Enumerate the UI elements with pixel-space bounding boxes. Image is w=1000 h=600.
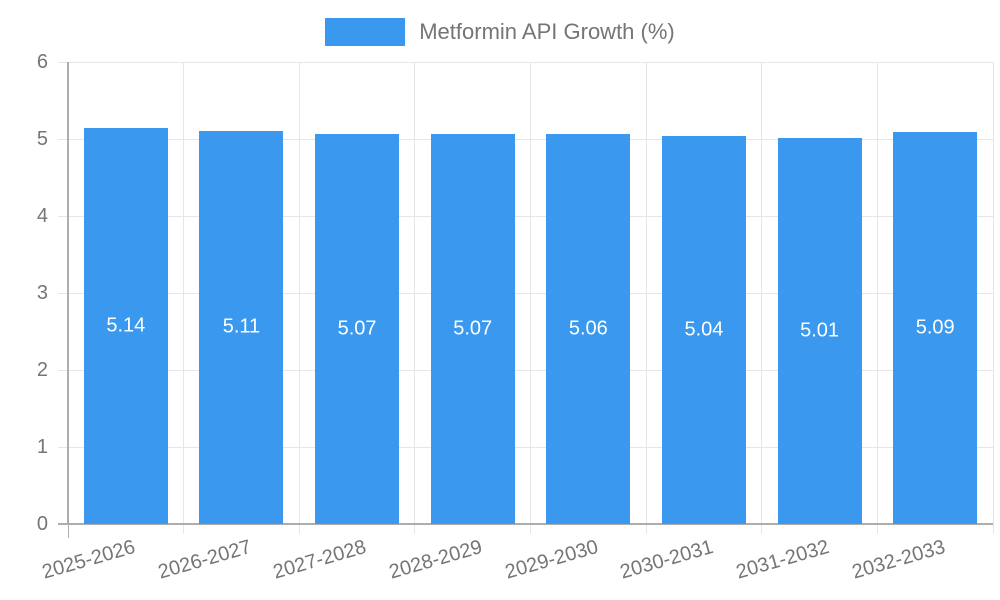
x-tick — [530, 524, 531, 534]
bar — [83, 128, 168, 524]
bar — [315, 133, 400, 524]
bar — [777, 138, 862, 524]
y-axis-line — [67, 62, 69, 524]
gridline-vertical — [992, 62, 994, 524]
legend-item[interactable]: Metformin API Growth (%) — [325, 18, 675, 46]
y-tick-label: 1 — [36, 436, 48, 458]
bar-value-label: 5.06 — [568, 317, 608, 340]
bar-value-label: 5.09 — [915, 316, 955, 339]
x-tick-label: 2030-2031 — [617, 536, 717, 584]
bar — [546, 134, 631, 524]
x-tick-label: 2032-2033 — [849, 536, 948, 584]
bar-value-label: 5.04 — [684, 318, 724, 341]
bar — [893, 132, 978, 524]
x-tick — [298, 524, 300, 534]
y-tick — [58, 446, 68, 448]
y-tick-label: 5 — [36, 128, 48, 150]
y-tick-label: 3 — [36, 282, 48, 304]
gridline-vertical — [414, 62, 416, 524]
y-tick — [58, 61, 68, 63]
x-tick-label: 2029-2030 — [502, 536, 601, 584]
x-tick — [414, 524, 416, 534]
gridline-vertical — [876, 62, 878, 524]
x-tick — [67, 524, 69, 538]
x-tick-label: 2027-2028 — [271, 536, 370, 584]
x-tick-label: 2028-2029 — [386, 536, 485, 584]
x-tick — [761, 524, 763, 534]
x-tick — [876, 524, 878, 534]
bar-value-label: 5.07 — [337, 317, 377, 340]
gridline-vertical — [645, 62, 647, 524]
bar-value-label: 5.11 — [222, 315, 261, 338]
legend-label: Metformin API Growth (%) — [419, 19, 675, 44]
x-axis-line — [58, 523, 993, 525]
legend-swatch[interactable] — [325, 18, 406, 46]
y-tick — [58, 369, 68, 371]
y-tick-label: 2 — [36, 359, 48, 381]
y-tick-label: 6 — [36, 51, 48, 73]
bar — [430, 133, 515, 524]
y-tick — [58, 138, 68, 140]
legend: Metformin API Growth (%) — [0, 18, 1000, 46]
bar-value-label: 5.14 — [106, 314, 146, 337]
y-tick-label: 4 — [36, 205, 48, 227]
bar — [661, 135, 746, 524]
bar-value-label: 5.01 — [800, 319, 840, 342]
x-tick-label: 2025-2026 — [39, 536, 138, 584]
gridline-vertical — [761, 62, 763, 524]
x-tick — [992, 524, 994, 534]
x-tick-label: 2026-2027 — [155, 536, 254, 584]
gridline-vertical — [183, 62, 185, 524]
gridline-vertical — [298, 62, 300, 524]
x-tick-label: 2031-2032 — [733, 536, 832, 584]
y-tick — [58, 215, 68, 217]
bar — [199, 130, 284, 524]
bar-value-label: 5.07 — [453, 317, 493, 340]
y-tick-label: 0 — [36, 513, 48, 535]
x-tick — [183, 524, 185, 534]
gridline-vertical — [530, 62, 531, 524]
x-tick — [645, 524, 647, 534]
y-tick — [58, 292, 68, 294]
